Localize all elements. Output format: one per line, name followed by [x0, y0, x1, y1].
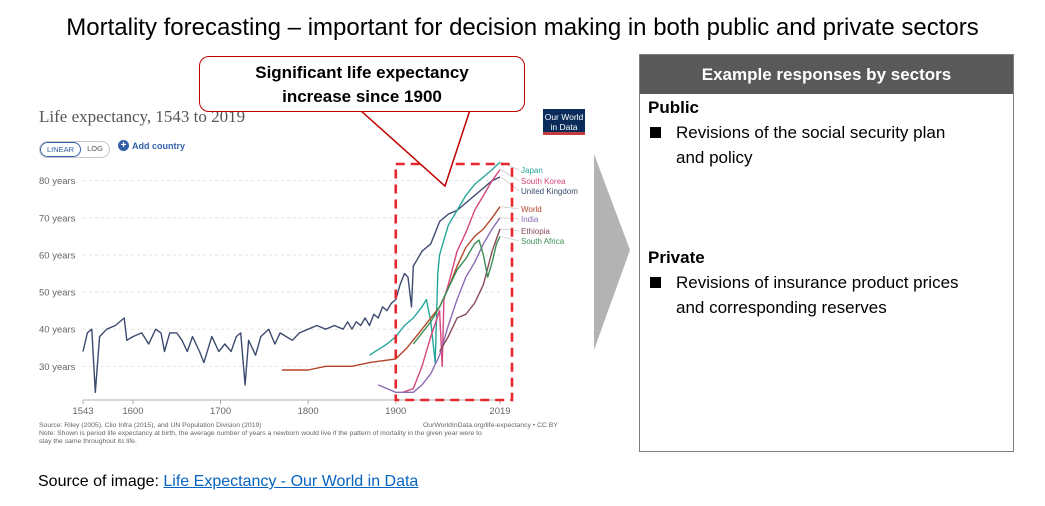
callout-box: Significant life expectancy increase sin… [199, 56, 525, 112]
series-label: India [521, 215, 539, 224]
source-label: Source of image: [38, 473, 164, 490]
x-tick-label: 1800 [298, 406, 319, 417]
legend-connector [500, 236, 520, 242]
bullet-text-line-2: and policy [676, 148, 753, 167]
y-tick-label: 30 years [39, 362, 76, 373]
legend-connector [500, 206, 520, 210]
chevron-arrow-icon [594, 154, 630, 350]
linear-toggle-button[interactable]: LINEAR [40, 142, 82, 157]
scale-toggle: LINEAR LOG [39, 141, 110, 158]
note-line-1: Note: Shown is period life expectancy at… [39, 430, 482, 437]
square-bullet-icon [650, 127, 661, 138]
bullet-item: Revisions of the social security plan an… [648, 120, 1005, 170]
x-tick-label: 1543 [72, 406, 93, 417]
note-line-2: stay the same throughout its life. [39, 438, 137, 445]
series-line [377, 217, 501, 393]
chart-title: Life expectancy, 1543 to 2019 [39, 107, 246, 126]
y-tick-label: 60 years [39, 250, 76, 261]
section-title-public: Public [648, 98, 700, 117]
source-note: Source: Riley (2005), Clio Infra (2015),… [39, 422, 509, 446]
series-label: Ethiopia [521, 227, 550, 236]
x-tick-label: 2019 [489, 406, 510, 417]
add-country-label: Add country [132, 140, 185, 151]
series-line [438, 228, 501, 352]
logo-line-1: Our World [544, 112, 584, 122]
series-line [82, 176, 501, 393]
bullet-text-line-2: and corresponding reserves [676, 298, 887, 317]
logo-line-2: in Data [550, 122, 578, 132]
bullet-text-line-1: Revisions of insurance product prices [676, 273, 959, 292]
source-url[interactable]: OurWorldInData.org/life-expectancy • CC … [423, 422, 558, 429]
series-line [412, 236, 501, 345]
plus-circle-icon: + [118, 140, 129, 151]
series-label: United Kingdom [521, 187, 578, 196]
legend-connector [500, 228, 520, 232]
square-bullet-icon [650, 277, 661, 288]
series-line [369, 161, 501, 364]
source-link[interactable]: Life Expectancy - Our World in Data [163, 473, 419, 490]
legend-connector [500, 169, 520, 182]
life-expectancy-chart-card: Life expectancy, 1543 to 2019 Our World … [30, 93, 590, 453]
public-section: Public Revisions of the social security … [648, 98, 1005, 170]
legend-connector [500, 176, 520, 192]
x-tick-label: 1900 [385, 406, 406, 417]
series-label: South Korea [521, 177, 566, 186]
panel-body: Public Revisions of the social security … [640, 94, 1013, 320]
line-chart: 30 years 40 years 50 years 60 years 70 years… [39, 161, 578, 417]
series-label: World [521, 205, 542, 214]
add-country-button[interactable]: + Add country [118, 140, 185, 151]
image-source: Source of image: Life Expectancy - Our W… [38, 473, 418, 491]
series-label: South Africa [521, 237, 565, 246]
y-tick-label: 40 years [39, 325, 76, 336]
x-tick-label: 1700 [210, 406, 231, 417]
slide-title: Mortality forecasting – important for de… [66, 14, 979, 41]
y-tick-label: 70 years [39, 213, 76, 224]
source-line: Source: Riley (2005), Clio Infra (2015),… [39, 422, 262, 429]
highlight-box-1900-2019 [394, 162, 514, 402]
x-tick-label: 1600 [122, 406, 143, 417]
bullet-item: Revisions of insurance product prices an… [648, 270, 1005, 320]
owid-logo[interactable]: Our World in Data [543, 109, 585, 135]
y-tick-label: 50 years [39, 288, 76, 299]
series-line [281, 206, 501, 371]
callout-line-2: increase since 1900 [282, 87, 442, 106]
series-label: Japan [521, 166, 543, 175]
private-section: Private Revisions of insurance product p… [648, 248, 1005, 320]
legend-connector [500, 217, 520, 220]
bullet-text-line-1: Revisions of the social security plan [676, 123, 946, 142]
bullet-text: Revisions of the social security plan an… [676, 120, 945, 170]
log-toggle-button[interactable]: LOG [87, 144, 103, 153]
y-tick-label: 80 years [39, 176, 76, 187]
section-title-private: Private [648, 248, 705, 267]
callout-line-1: Significant life expectancy [255, 63, 469, 82]
bullet-text: Revisions of insurance product prices an… [676, 270, 959, 320]
sector-responses-panel: Example responses by sectors Public Revi… [639, 54, 1014, 452]
panel-header: Example responses by sectors [640, 55, 1013, 94]
